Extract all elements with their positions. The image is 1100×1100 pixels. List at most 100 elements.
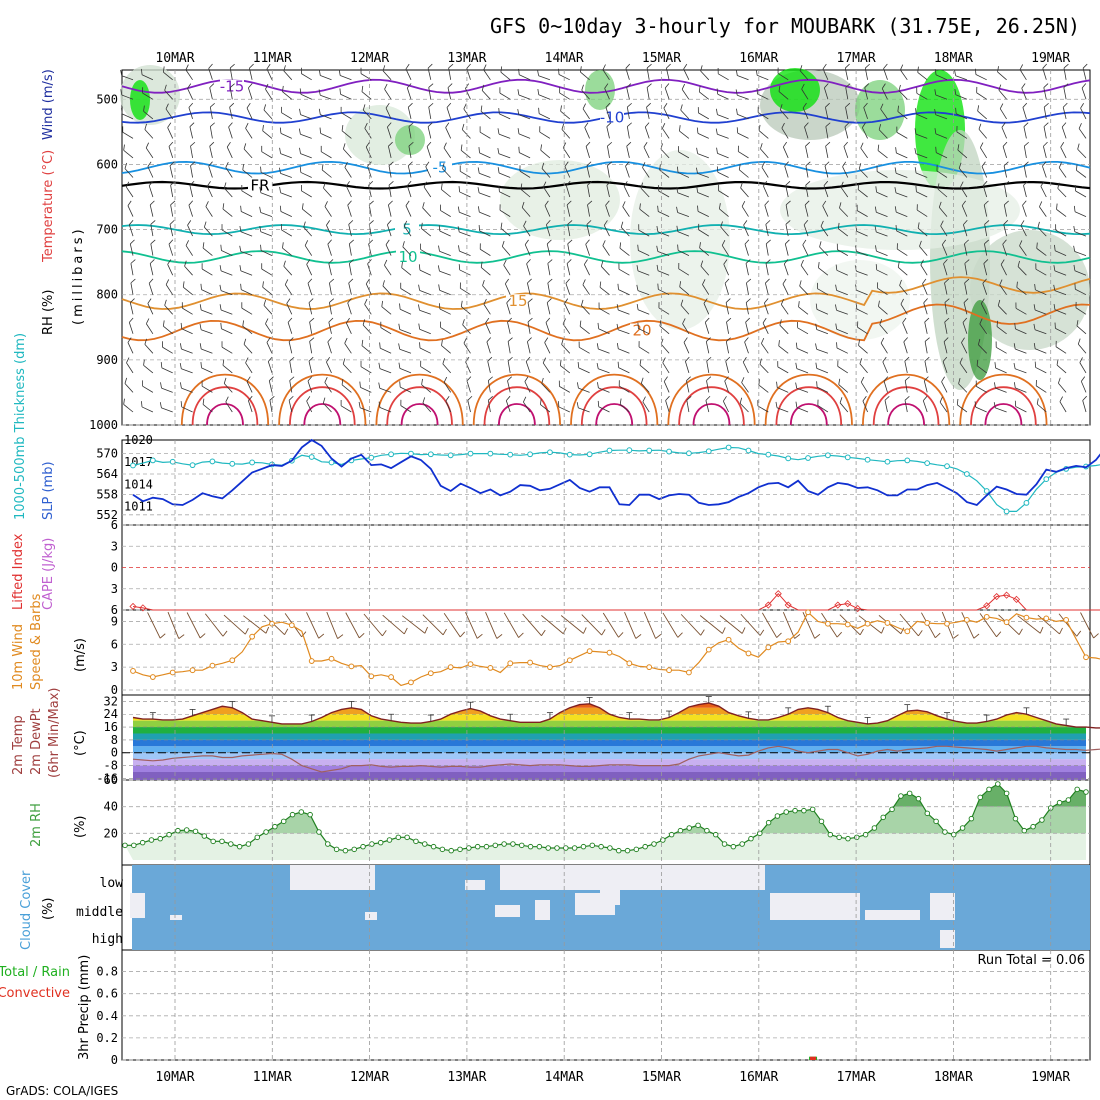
wind-barb — [283, 65, 293, 81]
wind-barb — [527, 317, 533, 334]
wind-barb — [185, 240, 193, 256]
wind-barb — [597, 400, 610, 413]
wind-barb — [241, 302, 253, 315]
wind-barb — [246, 102, 253, 120]
wind10m-barb — [719, 615, 746, 634]
wind-barb — [959, 357, 968, 374]
wind-barb — [763, 181, 769, 198]
wind-barb — [606, 180, 612, 198]
wind-barb — [243, 338, 253, 354]
wind-barb — [519, 165, 531, 178]
wind-barb — [229, 63, 235, 80]
wind-barb — [784, 239, 790, 256]
wind10m-label-b: Speed & Barbs — [29, 593, 44, 690]
wind-barb — [758, 124, 769, 139]
wind-barb — [977, 338, 987, 354]
wind-barb — [179, 343, 193, 354]
wind-barb — [525, 356, 531, 374]
contour-label: -5 — [433, 159, 448, 177]
wind-barb — [704, 317, 710, 334]
wind-barb — [642, 162, 650, 178]
rh2m-point — [721, 841, 728, 847]
li-line — [132, 592, 1100, 611]
wind-barb — [623, 181, 630, 198]
rh2m-label: 2m RH — [29, 803, 44, 847]
wind-barb — [303, 221, 312, 237]
wind-barb — [835, 304, 848, 315]
rh2m-point — [210, 838, 216, 845]
wind-barb — [167, 259, 174, 276]
wind-barb — [248, 83, 253, 100]
wind-barb — [961, 200, 968, 217]
rh2m-point — [854, 834, 860, 841]
rh2m-point — [968, 815, 975, 822]
wind-barb — [348, 239, 354, 256]
wind-barb — [560, 105, 571, 120]
wind-barb — [329, 298, 335, 315]
wind-barb — [400, 399, 412, 413]
wind-barb — [757, 106, 769, 120]
wind-barb — [676, 186, 690, 198]
y-tick-label: 0 — [111, 683, 118, 697]
wind-barb — [440, 321, 451, 335]
wind-barb — [497, 128, 511, 139]
date-label-top: 11MAR — [253, 51, 292, 66]
wind10m-barb — [624, 611, 642, 639]
temp-contour — [121, 303, 1091, 342]
wind-barb — [320, 145, 332, 159]
wind10m-speed-line-point — [785, 638, 792, 645]
wind-barb — [323, 182, 332, 198]
date-label-top: 15MAR — [642, 51, 681, 66]
wind-barb — [242, 164, 253, 178]
wind-barb — [401, 261, 412, 276]
wind10m-speed-line-point — [904, 628, 911, 635]
cloud-gap — [720, 870, 750, 878]
wind-barb — [421, 378, 432, 393]
wind-barb — [724, 376, 729, 393]
wind-barb — [128, 317, 134, 334]
wind-barb — [777, 361, 789, 374]
wind-barb — [1017, 260, 1027, 276]
rh2m-point — [924, 810, 931, 817]
wind-barb — [540, 398, 551, 413]
wind10m-barb — [204, 613, 228, 637]
wind-barb — [1056, 359, 1067, 374]
wind-barb — [288, 337, 294, 354]
wind-barb — [822, 63, 829, 80]
wind-barb — [1054, 244, 1067, 256]
surface-temp-contour — [206, 403, 244, 426]
wind-barb — [943, 259, 948, 276]
wind10m-barb — [998, 614, 1023, 635]
wind-barb — [1003, 200, 1009, 217]
y-tick-label: 0.2 — [96, 1031, 118, 1045]
wind-barb — [804, 122, 809, 139]
rh2m-point — [369, 841, 375, 847]
wind-barb — [387, 122, 392, 139]
surface-temp-contour — [180, 373, 270, 426]
wind-barb — [993, 402, 1007, 413]
wind-barb — [564, 298, 571, 315]
wind-barb — [874, 226, 888, 237]
wind-barb — [326, 356, 332, 374]
temp-labels: 2m Temp 2m DewPt (6hr Min/Max) (°C) — [11, 688, 88, 778]
chart-title: GFS 0~10day 3-hourly for MOUBARK (31.75E… — [490, 14, 1080, 38]
wind10m-speed-line-point — [944, 620, 950, 627]
wind-barb — [523, 220, 531, 237]
cloud-cover-panel: high middle low — [76, 865, 1090, 950]
rh2m-point — [139, 839, 146, 846]
wind-barb — [700, 65, 710, 81]
li-point — [139, 604, 147, 612]
wind-barb — [657, 283, 670, 296]
y-tick-label: 570 — [96, 447, 118, 461]
rh2m-point — [474, 843, 481, 850]
rh2m-point — [325, 841, 331, 847]
wind-barb — [309, 337, 315, 354]
wind10m-speed-line-point — [824, 620, 831, 627]
surface-temp-contour — [678, 386, 745, 426]
wind10m-barb — [899, 613, 923, 637]
wind-barb — [1058, 162, 1067, 178]
wind-barb — [858, 339, 868, 354]
thickness-line-point — [904, 457, 911, 464]
surface-temp-contour — [303, 403, 342, 426]
wind-barb — [164, 299, 173, 315]
